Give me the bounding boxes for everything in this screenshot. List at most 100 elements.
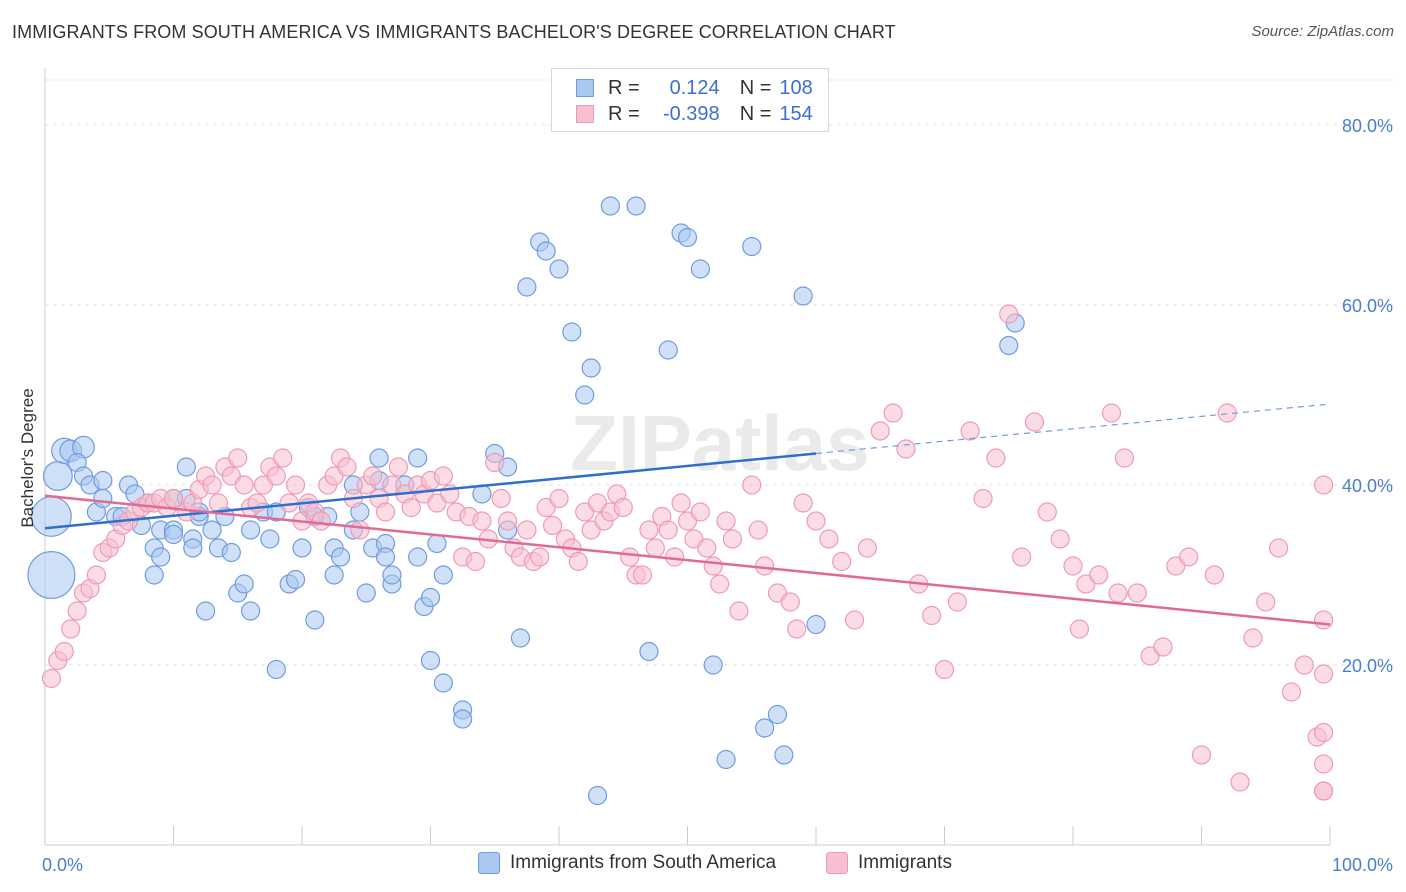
data-point [498, 511, 518, 531]
data-point [61, 619, 81, 639]
data-point [742, 236, 762, 257]
data-point [517, 520, 537, 540]
data-point [369, 448, 389, 468]
data-point [947, 592, 967, 612]
x-tick-labels: 0.0% 100.0% [42, 855, 1393, 875]
data-point [408, 448, 428, 468]
r-value: 0.124 [669, 76, 720, 99]
data-point [1313, 475, 1334, 495]
legend-swatch-blue [478, 852, 500, 874]
data-point [1179, 547, 1199, 567]
data-point [1153, 637, 1173, 657]
data-point [375, 502, 396, 522]
data-point [703, 556, 723, 576]
data-point [292, 538, 312, 558]
data-point [819, 529, 839, 549]
data-point [1313, 664, 1334, 684]
data-point [986, 448, 1006, 468]
legend-item-immigrants: Immigrants [826, 852, 952, 874]
data-point [176, 457, 196, 477]
data-point [883, 403, 903, 423]
data-point [330, 547, 351, 567]
data-point [690, 259, 710, 279]
y-axis-label: Bachelor's Degree [18, 388, 37, 527]
data-point [1313, 754, 1334, 774]
data-point [748, 520, 768, 540]
data-point [562, 322, 582, 342]
r-label: R = [608, 102, 640, 125]
data-point [999, 304, 1019, 324]
data-point [587, 785, 608, 806]
data-point [645, 538, 665, 558]
data-point [575, 385, 595, 405]
data-point [485, 452, 505, 473]
data-point [1127, 583, 1147, 603]
data-point [857, 538, 878, 558]
data-point [163, 524, 184, 545]
trend-line-extension [815, 403, 1331, 455]
data-point [581, 358, 601, 378]
n-label: N = [739, 102, 772, 125]
data-point [960, 421, 980, 441]
data-point [420, 587, 441, 608]
data-point [934, 659, 955, 680]
data-point [973, 488, 993, 509]
data-point [1069, 619, 1090, 639]
series-immigrants [41, 304, 1334, 801]
data-point [324, 565, 344, 585]
data-point [196, 601, 216, 621]
data-point [241, 601, 261, 621]
trend-lines [44, 403, 1331, 626]
x-tick-label: 0.0% [42, 855, 83, 875]
legend-label: Immigrants [858, 852, 952, 873]
data-point [896, 439, 916, 459]
y-tick-label: 40.0% [1342, 476, 1393, 496]
data-point [754, 718, 775, 738]
data-point [41, 668, 62, 689]
data-point [337, 457, 357, 477]
data-point [311, 511, 331, 531]
data-point [453, 709, 473, 729]
data-point [427, 533, 447, 554]
data-point [285, 569, 306, 590]
data-point [356, 583, 376, 603]
data-point [54, 641, 74, 662]
data-point [31, 496, 72, 537]
data-point [793, 493, 813, 513]
data-point [491, 488, 511, 509]
data-point [677, 227, 698, 248]
data-point [433, 466, 453, 486]
data-point [639, 641, 659, 662]
legend-item-south-america: Immigrants from South America [478, 852, 776, 874]
data-point [401, 497, 421, 518]
data-point [202, 475, 222, 495]
data-point [742, 475, 762, 495]
data-point [1037, 502, 1057, 522]
data-point [639, 520, 659, 540]
trend-line-immigrants [44, 494, 1331, 626]
data-point [234, 475, 254, 495]
data-point [1089, 565, 1109, 585]
data-point [632, 565, 653, 585]
data-point [86, 565, 107, 585]
data-point [266, 659, 286, 680]
data-point [716, 749, 736, 770]
data-point [774, 745, 794, 765]
data-point [542, 515, 563, 536]
data-point [260, 529, 280, 549]
data-point [472, 511, 492, 531]
data-point [1063, 556, 1083, 576]
data-point [144, 565, 164, 585]
data-point [658, 340, 678, 360]
data-point [517, 277, 537, 297]
data-point [420, 650, 441, 671]
data-point [806, 614, 826, 635]
x-tick-label: 100.0% [1332, 855, 1393, 875]
data-point [27, 550, 76, 599]
data-point [266, 466, 286, 486]
data-point [793, 286, 813, 306]
data-point [228, 448, 248, 468]
data-point [549, 488, 569, 509]
series-legend: Immigrants from South America Immigrants [0, 852, 1406, 878]
data-point [234, 574, 254, 594]
